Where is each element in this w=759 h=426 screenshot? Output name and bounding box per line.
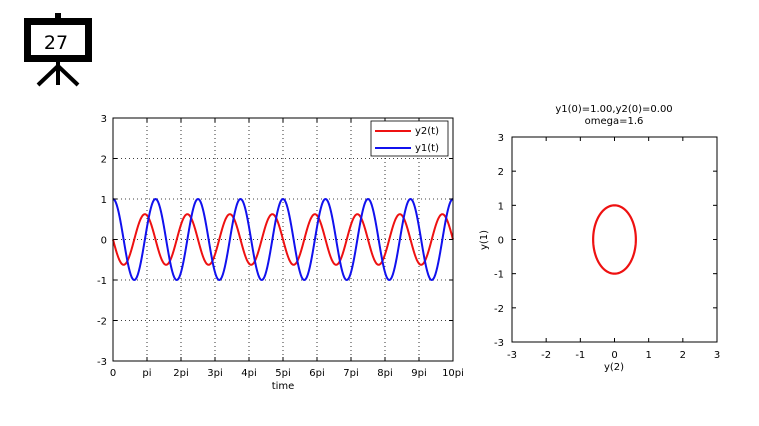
phase-x-tick-label: 0	[611, 350, 617, 361]
time-series-grid	[113, 118, 453, 361]
phase-x-tick-label: -3	[507, 350, 517, 361]
legend-label-y1: y1(t)	[415, 143, 439, 154]
phase-x-tick-label: -1	[575, 350, 585, 361]
phase-y-tick-label: -1	[494, 270, 504, 281]
phase-y-axis-label: y(1)	[479, 230, 490, 250]
series-y1-line	[112, 197, 454, 282]
projector-screen-icon	[24, 13, 92, 87]
phase-title-line1: y1(0)=1.00,y2(0)=0.00	[555, 104, 672, 115]
y-tick-label: 0	[101, 236, 107, 247]
phase-y-tick-label: -2	[494, 304, 504, 315]
phase-frame	[511, 136, 718, 343]
phase-curve	[592, 204, 637, 275]
phase-x-axis-label: y(2)	[604, 362, 624, 373]
phase-chart: y1(0)=1.00,y2(0)=0.00 omega=1.6 -3 -2 -1 0 1…	[479, 104, 720, 373]
y-tick-label: 2	[101, 155, 107, 166]
x-tick-label: 8pi	[377, 368, 393, 379]
x-tick-label: 2pi	[173, 368, 189, 379]
y-tick-label: 3	[101, 114, 107, 125]
x-tick-label: pi	[142, 368, 151, 379]
y-tick-label: -3	[97, 357, 107, 368]
slide-number-badge: 27	[0, 0, 110, 95]
x-tick-label: 10pi	[442, 368, 464, 379]
phase-y-tick-label: 2	[498, 167, 504, 178]
phase-x-tick-label: 2	[680, 350, 686, 361]
x-tick-label: 4pi	[241, 368, 257, 379]
phase-x-tick-label: -2	[541, 350, 551, 361]
y-tick-label: 1	[101, 195, 107, 206]
x-axis-label: time	[272, 381, 295, 392]
phase-y-tick-label: 3	[498, 133, 504, 144]
phase-y-tick-label: -3	[494, 338, 504, 349]
phase-y-tick-label: 1	[498, 201, 504, 212]
legend-label-y2: y2(t)	[415, 126, 439, 137]
legend: y2(t) y1(t)	[370, 120, 449, 157]
x-tick-label: 9pi	[411, 368, 427, 379]
x-tick-label: 7pi	[343, 368, 359, 379]
phase-y-tick-label: 0	[498, 236, 504, 247]
x-tick-label: 0	[110, 368, 116, 379]
y-tick-label: -1	[97, 276, 107, 287]
phase-x-tick-label: 1	[645, 350, 651, 361]
time-series-chart: 0 pi 2pi 3pi 4pi 5pi 6pi 7pi 8pi 9pi 10pi 3 2 1 0 -1 -2…	[97, 114, 464, 392]
x-tick-label: 3pi	[207, 368, 223, 379]
x-tick-label: 5pi	[275, 368, 291, 379]
legend-box	[370, 120, 449, 157]
phase-x-tick-label: 3	[714, 350, 720, 361]
slide-number: 27	[43, 32, 69, 54]
x-tick-label: 6pi	[309, 368, 325, 379]
y-tick-label: -2	[97, 317, 107, 328]
phase-title-line2: omega=1.6	[585, 116, 644, 127]
